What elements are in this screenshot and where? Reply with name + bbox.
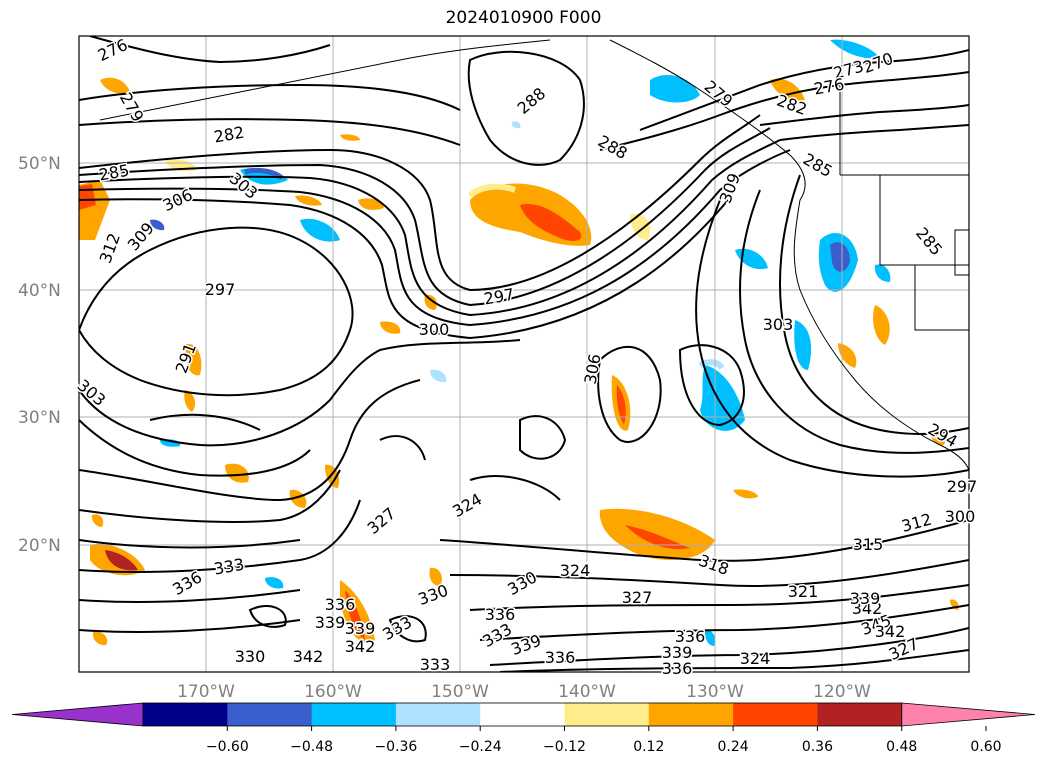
lon-label-130w: 130°W	[686, 682, 744, 702]
longitude-labels: 170°W 160°W 150°W 140°W 130°W 120°W	[177, 682, 871, 702]
contour-label: 342	[345, 637, 376, 656]
colorbar-outline	[142, 702, 903, 727]
map-area	[79, 36, 969, 672]
contour-label: 336	[662, 659, 693, 678]
colorbar-segment	[648, 703, 734, 726]
colorbar-segment	[143, 703, 228, 726]
contour-label: 300	[945, 507, 976, 526]
colorbar-segment	[733, 703, 818, 726]
contour-label: 312	[899, 510, 933, 536]
map-border	[78, 35, 970, 673]
lat-label-50: 50°N	[18, 154, 61, 174]
contour-label: 324	[740, 649, 771, 668]
colorbar-segment	[395, 703, 481, 726]
contour-label: 315	[853, 535, 884, 554]
colorbar-extend-max	[901, 702, 1036, 727]
contour-label: 342	[852, 599, 883, 618]
lat-label-30: 30°N	[18, 408, 61, 428]
lon-label-170w: 170°W	[177, 682, 235, 702]
contour-label: 339	[662, 643, 693, 662]
colorbar-tick-label: −0.36	[374, 739, 417, 755]
colorbar-segment	[480, 703, 565, 726]
colorbar-ticks: −0.60 −0.48 −0.36 −0.24 −0.12 0.12 0.24 0.36 0.4…	[206, 726, 1002, 755]
contour-label: 342	[875, 622, 906, 641]
colorbar-tick-label: 0.24	[718, 739, 749, 755]
lon-label-160w: 160°W	[304, 682, 362, 702]
colorbar-segment	[311, 703, 397, 726]
contour-label: 339	[315, 613, 346, 632]
colorbar-tick-label: −0.48	[290, 739, 333, 755]
lat-label-40: 40°N	[18, 281, 61, 301]
lon-label-140w: 140°W	[558, 682, 616, 702]
lat-label-20: 20°N	[18, 536, 61, 556]
lon-label-120w: 120°W	[813, 682, 871, 702]
colorbar-tick-label: −0.24	[459, 739, 502, 755]
colorbar-segment	[227, 703, 313, 726]
contour-label: 336	[485, 605, 516, 624]
contour-label: 300	[419, 320, 450, 339]
contour-label: 297	[947, 477, 978, 496]
map-title: 2024010900 F000	[445, 8, 602, 28]
colorbar-segment	[817, 703, 903, 726]
contour-label: 324	[560, 561, 591, 580]
contour-label: 339	[345, 619, 376, 638]
contour-label: 336	[675, 627, 706, 646]
contour-label: 297	[205, 280, 236, 299]
contour-label: 342	[293, 647, 324, 666]
colorbar-segment	[564, 703, 650, 726]
colorbar-tick-label: −0.12	[543, 739, 586, 755]
colorbar-tick-label: 0.48	[886, 739, 917, 755]
colorbar-tick-label: −0.60	[206, 739, 249, 755]
colorbar-tick-label: 0.12	[633, 739, 664, 755]
contour-label: 303	[763, 315, 794, 334]
theta-contours	[79, 36, 969, 672]
graticule	[79, 36, 969, 672]
latitude-labels: 50°N 40°N 30°N 20°N	[18, 154, 61, 556]
colorbar-extend-min	[11, 702, 144, 727]
contour-label: 297	[482, 285, 515, 309]
contour-label: 333	[420, 655, 451, 674]
lon-label-150w: 150°W	[431, 682, 489, 702]
colorbar	[11, 702, 1036, 727]
coastlines	[99, 39, 969, 471]
contour-label: 321	[788, 582, 819, 601]
contour-label: 330	[235, 647, 266, 666]
contour-label: 336	[325, 595, 356, 614]
colorbar-tick-label: 0.60	[970, 739, 1001, 755]
colorbar-tick-label: 0.36	[802, 739, 833, 755]
contour-label: 339	[850, 589, 881, 608]
contour-label: 336	[545, 648, 576, 667]
contour-label: 327	[622, 588, 653, 607]
